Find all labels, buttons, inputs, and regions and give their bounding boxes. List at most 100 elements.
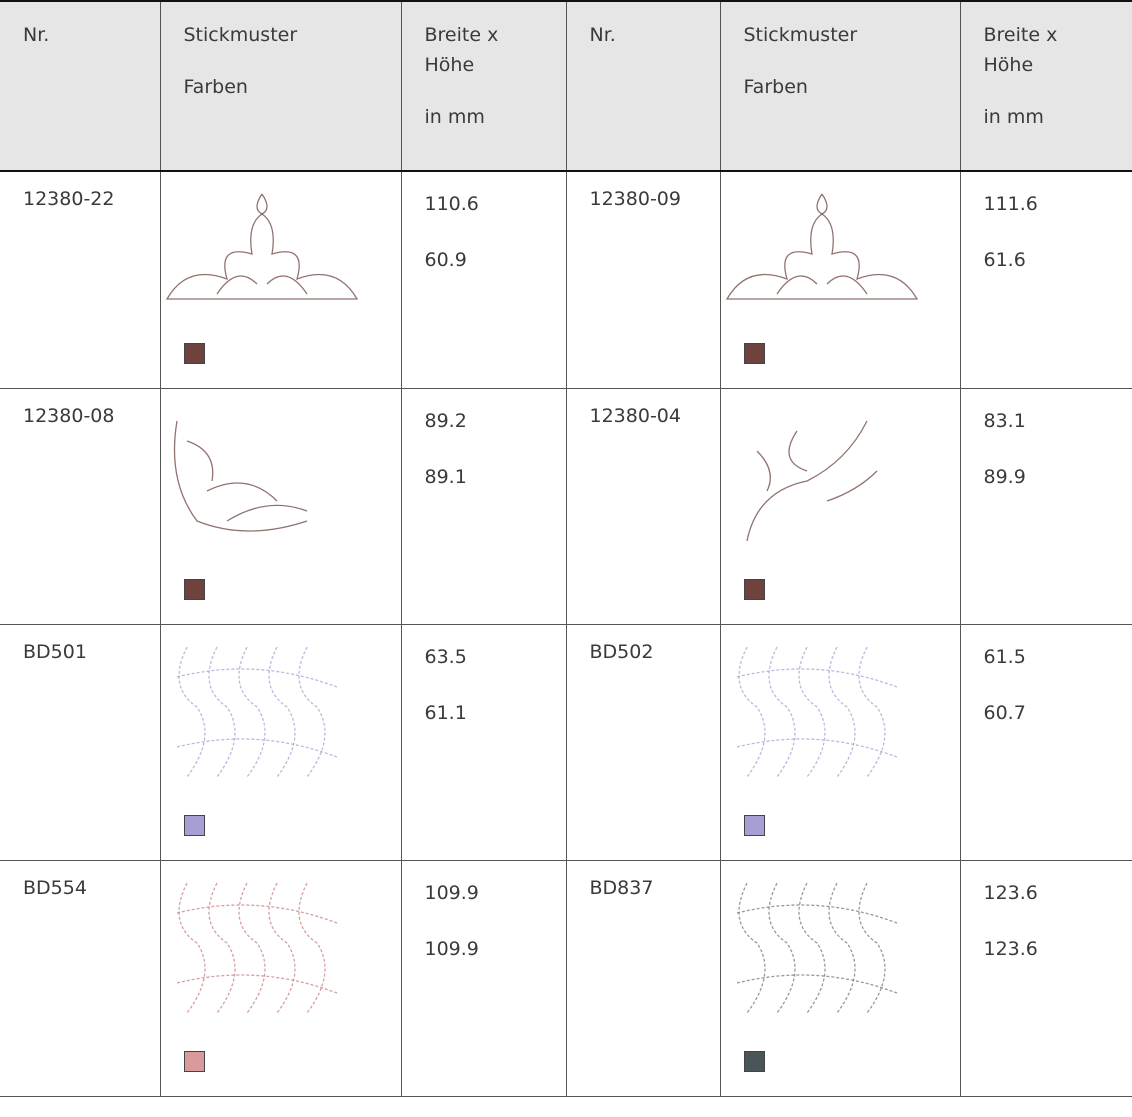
header-text: in mm (983, 106, 1044, 128)
header-cell: Stickmuster Farben (159, 1, 401, 171)
header-text: in mm (424, 106, 485, 128)
pattern-stroke (725, 213, 918, 300)
header-text: Breite x (983, 24, 1058, 46)
pattern-cell (719, 388, 960, 624)
size-value: 110.6 (424, 193, 479, 215)
header-row: Nr. Stickmuster Farben Breite x Höhe in mm Nr.… (0, 1, 1132, 171)
pattern-stroke (737, 882, 766, 1013)
pattern-stroke (857, 646, 886, 777)
pattern-stroke (737, 646, 766, 777)
pattern-number: BD501 (23, 640, 87, 663)
pattern-cell (719, 860, 960, 1096)
pattern-number: 12380-09 (565, 171, 720, 388)
size-cell: 63.5 61.1 (400, 624, 566, 860)
pattern-stroke (267, 882, 296, 1013)
table-row: 12380-08 89.2 89.1 12380-04 83.1 89.9 (0, 388, 1132, 624)
pattern-image (725, 193, 918, 300)
pattern-stroke (237, 646, 266, 777)
pattern-stroke (297, 882, 326, 1013)
size-cell: 109.9 109.9 (400, 860, 566, 1096)
pattern-stroke (736, 737, 897, 758)
header-cell: Breite x Höhe in mm (959, 1, 1132, 171)
pattern-cell (159, 624, 401, 860)
size-value: 63.5 (424, 645, 467, 668)
pattern-cell (159, 860, 401, 1096)
pattern-number: BD554 (23, 876, 87, 899)
pattern-stroke (815, 193, 828, 215)
pattern-stroke (165, 213, 358, 300)
pattern-stroke (297, 646, 326, 777)
color-swatch (183, 814, 205, 836)
pattern-cell (159, 388, 401, 624)
pattern-stroke (745, 420, 877, 541)
size-value: 83.1 (983, 409, 1026, 432)
size-value: 123.6 (983, 881, 1038, 904)
pattern-image (173, 420, 307, 532)
size-value: 123.6 (983, 937, 1038, 960)
header-text: Farben (183, 76, 248, 98)
pattern-stroke (237, 882, 266, 1013)
pattern-number: 12380-08 (23, 404, 115, 427)
pattern-number: 12380-22 (23, 188, 115, 210)
header-text: Nr. (23, 24, 50, 46)
size-cell: 123.6 123.6 (959, 860, 1132, 1096)
pattern-stroke (267, 646, 296, 777)
size-value: 61.1 (424, 701, 467, 724)
pattern-image (736, 646, 897, 777)
size-value: 89.1 (424, 465, 467, 488)
header-text: Nr. (589, 24, 616, 46)
header-text: Stickmuster (743, 24, 858, 46)
pattern-stroke (775, 275, 868, 295)
pattern-stroke (176, 903, 337, 924)
size-value: 109.9 (424, 881, 479, 904)
size-value: 60.7 (983, 701, 1026, 724)
color-swatch (743, 342, 765, 364)
color-swatch (183, 578, 205, 600)
size-cell: 110.6 60.9 (400, 171, 566, 388)
pattern-stroke (173, 420, 307, 532)
pattern-cell (159, 171, 401, 388)
pattern-stroke (207, 646, 236, 777)
header-cell: Nr. (0, 1, 160, 171)
header-text: Breite x (424, 24, 499, 46)
pattern-stroke (767, 646, 796, 777)
header-cell: Nr. (565, 1, 720, 171)
size-value: 89.2 (424, 409, 467, 432)
size-value: 61.5 (983, 645, 1026, 668)
pattern-image (745, 420, 877, 541)
table-body: 12380-22 110.6 60.9 12380-09 111.6 61.6 12380-… (0, 171, 1132, 1096)
table-row: 12380-22 110.6 60.9 12380-09 111.6 61.6 (0, 171, 1132, 388)
size-cell: 111.6 61.6 (959, 171, 1132, 388)
header-cell: Breite x Höhe in mm (400, 1, 566, 171)
pattern-stroke (797, 882, 826, 1013)
size-value: 111.6 (983, 193, 1038, 215)
size-value: 109.9 (424, 937, 479, 960)
pattern-stroke (176, 973, 337, 994)
pattern-stroke (767, 882, 796, 1013)
pattern-image (176, 646, 337, 777)
header-text: Stickmuster (183, 24, 298, 46)
size-value: 89.9 (983, 465, 1026, 488)
pattern-stroke (177, 646, 206, 777)
pattern-stroke (177, 882, 206, 1013)
color-swatch (743, 578, 765, 600)
header-text: Höhe (983, 54, 1034, 76)
table-row: BD501 63.5 61.1 BD502 61.5 60.7 (0, 624, 1132, 860)
pattern-stroke (255, 193, 268, 215)
pattern-number: BD837 (565, 860, 720, 1096)
size-value: 61.6 (983, 249, 1026, 271)
size-cell: 89.2 89.1 (400, 388, 566, 624)
color-swatch (743, 814, 765, 836)
table-row: BD554 109.9 109.9 BD837 123.6 123.6 (0, 860, 1132, 1096)
pattern-number: BD502 (565, 624, 720, 860)
pattern-cell (719, 171, 960, 388)
header-text: Höhe (424, 54, 475, 76)
color-swatch (183, 342, 205, 364)
pattern-stroke (176, 667, 337, 688)
pattern-image (736, 882, 897, 1013)
pattern-image (176, 882, 337, 1013)
pattern-cell (719, 624, 960, 860)
pattern-stroke (736, 667, 897, 688)
pattern-stroke (797, 646, 826, 777)
